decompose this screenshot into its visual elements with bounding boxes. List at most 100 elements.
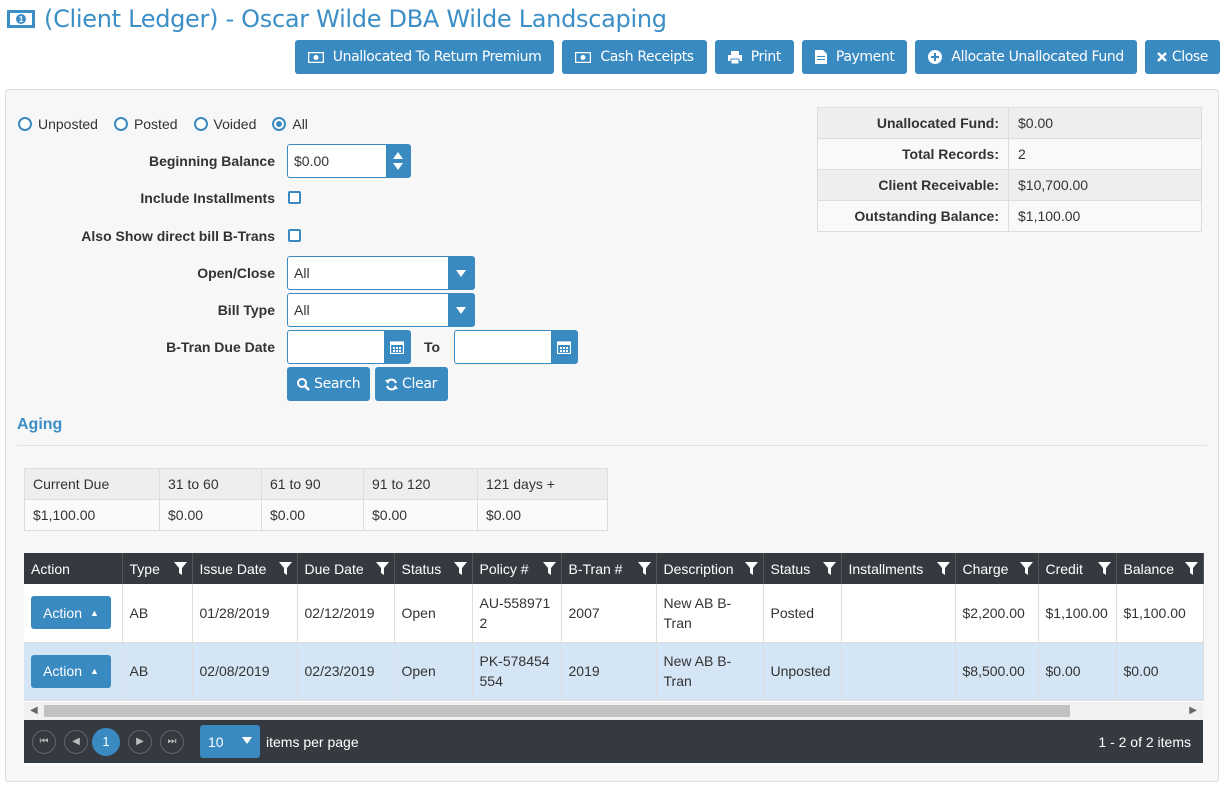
filter-icon[interactable] — [822, 562, 836, 575]
search-icon — [297, 377, 310, 391]
radio-button[interactable] — [272, 117, 287, 131]
column-header-posting-status[interactable]: Status — [763, 553, 842, 584]
column-header-charge[interactable]: Charge — [955, 553, 1039, 584]
table-row[interactable]: Action ▲ AB 02/08/2019 02/23/2019 Open PK… — [24, 642, 1204, 701]
summary-label: Total Records: — [817, 138, 1009, 170]
spinner[interactable] — [386, 145, 410, 177]
status-radio-group: Unposted Posted Voided All — [18, 116, 308, 132]
description-cell: New AB B-Tran — [656, 642, 764, 701]
close-button[interactable]: Close — [1144, 40, 1220, 74]
allocate-unallocated-fund-button[interactable]: Allocate Unallocated Fund — [915, 40, 1137, 74]
aging-header: 91 to 120 — [363, 468, 478, 500]
radio-voided[interactable]: Voided — [193, 116, 256, 132]
divider — [17, 445, 1207, 446]
page-number-button[interactable]: 1 — [92, 727, 120, 756]
refresh-icon — [385, 378, 398, 390]
scroll-left-icon[interactable]: ◀ — [30, 705, 38, 716]
calendar-icon — [557, 341, 571, 354]
filter-icon[interactable] — [375, 562, 389, 575]
chevron-up-icon[interactable] — [393, 152, 403, 159]
cash-receipts-button[interactable]: Cash Receipts — [562, 40, 707, 74]
aging-value-row: $1,100.00 $0.00 $0.00 $0.00 $0.00 — [24, 499, 608, 531]
open-close-select[interactable]: All — [287, 256, 475, 290]
aging-value: $1,100.00 — [24, 499, 160, 531]
horizontal-scrollbar[interactable]: ◀ ▶ — [24, 702, 1203, 720]
column-header-policy[interactable]: Policy # — [472, 553, 562, 584]
beginning-balance-label: Beginning Balance — [148, 153, 275, 169]
radio-unposted[interactable]: Unposted — [18, 116, 98, 132]
unallocated-to-return-premium-button[interactable]: Unallocated To Return Premium — [294, 40, 555, 74]
aging-value: $0.00 — [261, 499, 364, 531]
filter-icon[interactable] — [542, 562, 556, 575]
column-header-credit[interactable]: Credit — [1038, 553, 1117, 584]
column-header-action[interactable]: Action — [24, 553, 123, 584]
filter-icon[interactable] — [453, 562, 467, 575]
column-header-btran[interactable]: B-Tran # — [561, 553, 657, 584]
posting-status-cell: Posted — [763, 584, 842, 643]
dropdown-button[interactable] — [448, 294, 474, 326]
previous-page-icon[interactable]: ◀ — [64, 729, 88, 754]
charge-cell: $8,500.00 — [955, 642, 1039, 701]
credit-cell: $1,100.00 — [1038, 584, 1117, 643]
dropdown-button[interactable] — [448, 257, 474, 289]
calendar-icon — [390, 341, 404, 354]
scrollbar-thumb[interactable] — [44, 705, 1070, 717]
btran-cell: 2007 — [561, 584, 657, 643]
payment-button[interactable]: Payment — [801, 40, 908, 74]
summary-label: Client Receivable: — [817, 169, 1009, 201]
direct-bill-checkbox[interactable] — [288, 229, 301, 242]
print-button[interactable]: Print — [714, 40, 794, 74]
last-page-icon[interactable]: ⏭ — [160, 729, 184, 754]
page-size-select[interactable]: 10 — [200, 725, 260, 758]
first-page-icon[interactable]: ⏮ — [32, 729, 56, 754]
summary-value: 2 — [1008, 138, 1202, 170]
filter-icon[interactable] — [936, 562, 950, 575]
due-date-from-input[interactable] — [287, 330, 411, 364]
page-title-text: (Client Ledger) - Oscar Wilde DBA Wilde … — [44, 5, 667, 33]
filter-icon[interactable] — [1019, 562, 1033, 575]
column-header-status[interactable]: Status — [394, 553, 473, 584]
column-header-type[interactable]: Type — [122, 553, 193, 584]
bill-type-select[interactable]: All — [287, 293, 475, 327]
search-button[interactable]: Search — [287, 367, 371, 401]
page-title: 1 (Client Ledger) - Oscar Wilde DBA Wild… — [6, 3, 667, 35]
next-page-icon[interactable]: ▶ — [128, 729, 152, 754]
calendar-button[interactable] — [384, 331, 410, 363]
include-installments-checkbox[interactable] — [288, 191, 301, 204]
filter-icon[interactable] — [744, 562, 758, 575]
clear-button[interactable]: Clear — [375, 367, 448, 401]
row-action-button[interactable]: Action ▲ — [31, 596, 111, 630]
grid-header-row: Action Type Issue Date Due Date Status P… — [24, 553, 1204, 584]
beginning-balance-input[interactable]: $0.00 — [287, 144, 411, 178]
radio-button[interactable] — [18, 117, 32, 131]
due-date-to-input[interactable] — [454, 330, 578, 364]
summary-row: Total Records: 2 — [817, 138, 1202, 170]
radio-posted[interactable]: Posted — [113, 116, 178, 132]
chevron-down-icon[interactable] — [393, 163, 403, 170]
radio-button[interactable] — [193, 117, 208, 131]
filter-icon[interactable] — [1097, 562, 1111, 575]
row-action-button[interactable]: Action ▲ — [31, 654, 111, 688]
close-icon — [1156, 52, 1167, 62]
summary-row: Client Receivable: $10,700.00 — [817, 169, 1202, 201]
radio-all[interactable]: All — [272, 116, 308, 132]
summary-table: Unallocated Fund: $0.00 Total Records: 2 C… — [817, 107, 1202, 232]
filter-icon[interactable] — [173, 562, 187, 575]
to-label: To — [424, 339, 441, 355]
column-header-due-date[interactable]: Due Date — [297, 553, 395, 584]
column-header-installments[interactable]: Installments — [841, 553, 956, 584]
column-header-balance[interactable]: Balance — [1116, 553, 1204, 584]
table-row[interactable]: Action ▲ AB 01/28/2019 02/12/2019 Open AU… — [24, 584, 1204, 643]
filter-icon[interactable] — [637, 562, 651, 575]
installments-cell — [841, 584, 956, 643]
column-header-description[interactable]: Description — [656, 553, 764, 584]
radio-button[interactable] — [113, 117, 128, 131]
filter-icon[interactable] — [1184, 562, 1198, 575]
column-header-issue-date[interactable]: Issue Date — [192, 553, 298, 584]
status-cell: Open — [394, 584, 473, 643]
scroll-right-icon[interactable]: ▶ — [1189, 705, 1197, 716]
calendar-button[interactable] — [551, 331, 577, 363]
due-date-cell: 02/23/2019 — [297, 642, 395, 701]
filter-icon[interactable] — [278, 562, 292, 575]
balance-cell: $1,100.00 — [1116, 584, 1204, 643]
